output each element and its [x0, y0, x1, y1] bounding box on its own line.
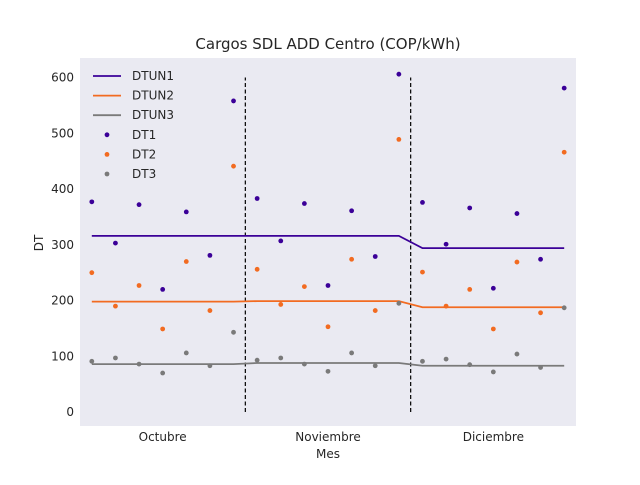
data-point-dt3	[561, 305, 567, 311]
data-point-dt3	[278, 355, 284, 361]
legend-label-dtun2: DTUN2	[132, 89, 174, 103]
data-point-dt3	[231, 329, 236, 335]
data-point-dt2	[561, 149, 567, 155]
data-point-dt3	[301, 361, 307, 367]
data-point-dt3	[89, 358, 95, 364]
legend-swatch-dt1	[104, 132, 110, 138]
data-point-dt3	[372, 363, 378, 369]
data-point-dt2	[396, 137, 402, 142]
legend-swatch-dt2	[104, 152, 110, 157]
data-point-dt3	[420, 358, 425, 364]
data-point-dt2	[160, 326, 166, 332]
y-axis-label: DT	[32, 234, 46, 251]
series-line-dtun1	[91, 234, 565, 250]
legend-label-dt1: DT1	[132, 128, 156, 142]
data-point-dt1	[325, 283, 331, 288]
data-point-dt1	[278, 238, 284, 244]
y-axis-ticks: 0 100 200 300 400 500 600	[51, 71, 74, 420]
y-tick-label: 200	[51, 294, 74, 308]
legend-label-dt2: DT2	[132, 147, 156, 161]
x-tick-label: Diciembre	[463, 430, 524, 444]
data-point-dt2	[278, 302, 284, 307]
legend-label-dtun1: DTUN1	[132, 69, 174, 83]
data-point-dt1	[396, 71, 402, 77]
x-axis-label: Mes	[316, 447, 340, 461]
data-point-dt2	[207, 308, 213, 313]
data-point-dt3	[183, 350, 189, 356]
data-point-dt2	[420, 269, 425, 275]
data-point-dt3	[538, 365, 543, 370]
data-point-dt2	[301, 284, 307, 290]
data-point-dt2	[538, 310, 543, 316]
data-point-dt1	[136, 202, 142, 208]
data-point-dt1	[89, 199, 95, 205]
data-point-dt3	[160, 370, 166, 376]
data-point-dt3	[349, 350, 355, 356]
data-point-dt1	[514, 211, 520, 216]
data-point-dt1	[231, 98, 236, 104]
data-point-dt1	[561, 85, 567, 91]
data-point-dt2	[490, 326, 496, 332]
x-axis-ticks: Octubre Noviembre Diciembre	[139, 430, 524, 444]
data-point-dt3	[254, 357, 260, 363]
data-point-dt1	[183, 209, 189, 215]
data-point-dt2	[443, 303, 449, 309]
data-point-dt2	[254, 266, 260, 272]
data-point-dt2	[183, 259, 189, 264]
chart-title: Cargos SDL ADD Centro (COP/kWh)	[195, 35, 460, 53]
data-point-dt1	[301, 201, 307, 206]
data-point-dt3	[325, 368, 331, 374]
legend-label-dtun3: DTUN3	[132, 108, 174, 122]
y-tick-label: 600	[51, 71, 74, 85]
data-point-dt1	[113, 240, 118, 246]
data-point-dt3	[514, 351, 520, 357]
legend-label-dt3: DT3	[132, 167, 156, 181]
x-tick-label: Noviembre	[295, 430, 361, 444]
data-point-dt2	[113, 303, 118, 309]
data-point-dt2	[89, 270, 95, 276]
data-point-dt2	[467, 286, 473, 292]
data-point-dt2	[372, 308, 378, 313]
data-point-dt3	[113, 355, 118, 361]
series-points	[89, 71, 567, 376]
data-point-dt3	[136, 361, 142, 367]
data-point-dt1	[490, 285, 496, 291]
y-tick-label: 500	[51, 126, 74, 140]
data-point-dt2	[136, 283, 142, 288]
data-point-dt1	[372, 254, 378, 259]
data-point-dt2	[349, 256, 355, 262]
data-point-dt2	[325, 324, 331, 330]
divider-layer	[244, 77, 412, 413]
data-point-dt1	[467, 205, 473, 211]
data-point-dt1	[349, 208, 355, 214]
data-point-dt1	[160, 286, 166, 292]
data-point-dt3	[207, 363, 213, 369]
legend: DTUN1 DTUN2 DTUN3 DT1 DT2 DT3	[93, 69, 174, 181]
x-tick-label: Octubre	[139, 430, 187, 444]
data-point-dt2	[231, 163, 236, 169]
data-point-dt3	[443, 356, 449, 362]
data-point-dt3	[490, 369, 496, 375]
data-point-dt1	[443, 241, 449, 247]
data-point-dt1	[207, 252, 213, 258]
data-point-dt2	[514, 259, 520, 265]
y-tick-label: 300	[51, 238, 74, 252]
y-tick-label: 0	[66, 405, 74, 419]
data-point-dt1	[420, 200, 425, 205]
data-point-dt1	[254, 196, 260, 201]
data-point-dt1	[538, 256, 543, 262]
data-point-dt3	[396, 300, 402, 306]
data-point-dt3	[467, 362, 473, 368]
legend-swatch-dt3	[104, 171, 110, 177]
y-tick-label: 400	[51, 182, 74, 196]
y-tick-label: 100	[51, 349, 74, 363]
